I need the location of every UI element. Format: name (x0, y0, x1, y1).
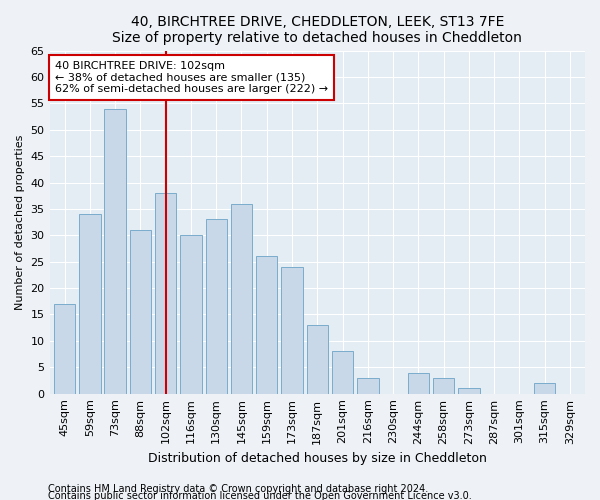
Bar (155, 193, 176, 394)
Bar (206, 220, 227, 394)
Bar (54, 304, 76, 394)
Bar (180, 236, 202, 394)
Bar (433, 378, 454, 394)
Bar (332, 352, 353, 394)
Bar (281, 267, 303, 394)
Bar (357, 378, 379, 394)
Bar (407, 372, 429, 394)
Bar (307, 325, 328, 394)
Bar (104, 108, 126, 394)
Bar (79, 214, 101, 394)
Text: Contains public sector information licensed under the Open Government Licence v3: Contains public sector information licen… (48, 491, 472, 500)
Text: Contains HM Land Registry data © Crown copyright and database right 2024.: Contains HM Land Registry data © Crown c… (48, 484, 428, 494)
Bar (534, 383, 556, 394)
Bar (130, 230, 151, 394)
Bar (256, 256, 277, 394)
Y-axis label: Number of detached properties: Number of detached properties (15, 134, 25, 310)
Bar (458, 388, 479, 394)
Title: 40, BIRCHTREE DRIVE, CHEDDLETON, LEEK, ST13 7FE
Size of property relative to det: 40, BIRCHTREE DRIVE, CHEDDLETON, LEEK, S… (112, 15, 522, 45)
Bar (231, 204, 252, 394)
X-axis label: Distribution of detached houses by size in Cheddleton: Distribution of detached houses by size … (148, 452, 487, 465)
Text: 40 BIRCHTREE DRIVE: 102sqm
← 38% of detached houses are smaller (135)
62% of sem: 40 BIRCHTREE DRIVE: 102sqm ← 38% of deta… (55, 61, 328, 94)
